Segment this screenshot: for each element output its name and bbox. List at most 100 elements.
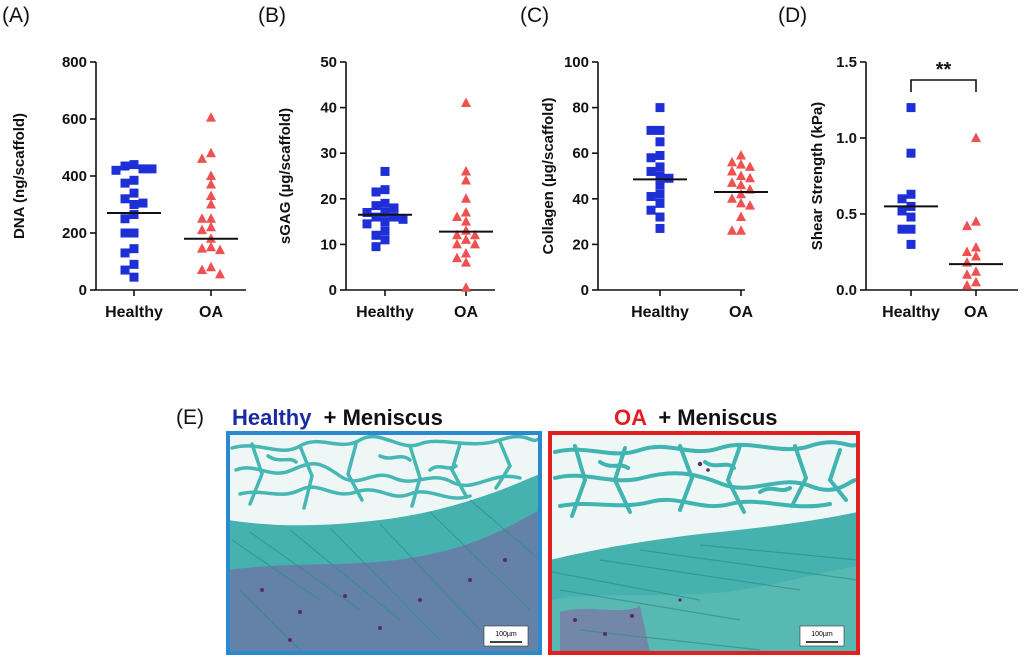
data-point-healthy [380,207,390,217]
data-point-healthy [646,153,656,163]
chart-panel-a: (A) 0 200 400 600 800 DNA (ng/scaffold) Healthy… [2,4,246,321]
chart-panel-d: (D) 0.0 0.5 1.0 1.5 Shear Strength (kPa) Healt… [778,4,1018,321]
data-point-oa [971,251,981,261]
panel-letter-c: (C) [520,4,549,27]
x-category-label: Healthy [105,304,163,321]
data-point-healthy [655,189,665,199]
series-oa [727,149,755,235]
data-point-healthy [120,228,130,238]
data-point-oa [197,213,207,223]
data-point-healthy [362,219,372,229]
data-point-oa [962,220,972,231]
data-point-healthy [129,209,139,219]
panel-letter-d: (D) [778,4,807,27]
data-point-oa [727,177,737,187]
data-point-oa [461,165,471,176]
data-point-oa [971,132,981,142]
y-tick-label: 10 [320,236,337,253]
data-point-healthy [120,161,130,171]
y-tick-label: 60 [572,145,589,162]
series-oa [452,97,480,292]
data-point-oa [461,193,471,203]
histology-title-rest-healthy: + Meniscus [324,405,443,430]
chart-panel-b: (B) 0 10 20 30 40 50 sGAG (µg/scaffold) Healthy O… [258,4,495,321]
data-point-healthy [389,203,399,213]
data-point-oa [736,197,746,208]
data-point-healthy [897,206,907,216]
data-point-oa [971,266,981,276]
data-point-oa [206,112,216,122]
data-point-oa [736,179,746,190]
histology-panel: (E) Healthy + Meniscus OA + Meniscus [176,405,860,655]
data-point-healthy [906,224,916,234]
series-healthy [646,103,674,233]
data-point-healthy [380,185,390,195]
data-point-oa [197,243,207,253]
data-point-healthy [129,228,139,238]
y-tick-label: 20 [320,191,337,208]
data-point-oa [206,241,216,252]
micrograph-healthy: 100µm [228,433,540,653]
data-point-healthy [655,212,665,222]
data-point-oa [461,248,471,258]
y-axis-label: DNA (ng/scaffold) [11,113,28,239]
data-point-healthy [371,187,381,197]
data-point-oa [206,179,216,189]
data-point-healthy [371,242,381,252]
data-point-healthy [129,175,139,185]
data-point-oa [197,264,207,275]
y-tick-label: 0.0 [836,282,857,299]
data-point-healthy [120,178,130,188]
data-point-healthy [380,166,390,176]
data-point-healthy [897,194,907,204]
data-point-oa [727,156,737,167]
data-point-oa [461,97,471,108]
data-point-oa [206,199,216,209]
data-point-healthy [906,212,916,222]
data-point-oa [971,241,981,252]
data-point-healthy [646,125,656,135]
y-tick-label: 80 [572,100,589,117]
series-healthy [897,103,916,249]
x-category-label: OA [454,304,478,321]
data-point-healthy [129,160,139,170]
data-point-oa [206,213,216,223]
histology-title-group-oa: OA [614,405,647,430]
x-category-label: Healthy [356,304,414,321]
histology-title-oa: OA + Meniscus [614,405,778,430]
frame-oa [548,431,860,655]
data-point-oa [206,261,216,272]
y-tick-label: 1.5 [836,54,857,71]
data-point-oa [461,175,471,185]
data-point-oa [452,229,462,240]
y-tick-label: 0 [581,282,589,299]
data-point-healthy [129,259,139,269]
series-oa [197,112,225,279]
loose-tissue-network-oa [553,440,858,518]
y-tick-label: 0 [79,282,87,299]
data-point-oa [461,206,471,217]
data-point-oa [461,282,471,292]
panel-letter-b: (B) [258,4,286,27]
y-tick-label: 50 [320,54,337,71]
x-category-label: Healthy [631,304,689,321]
data-point-oa [461,225,471,235]
data-point-healthy [906,148,916,158]
frame-healthy [226,431,542,655]
data-point-healthy [906,189,916,199]
data-point-oa [736,170,746,180]
data-point-healthy [120,194,130,204]
y-tick-label: 400 [62,168,87,185]
series-healthy [111,160,157,282]
data-point-healthy [120,248,130,258]
data-point-healthy [906,239,916,249]
data-point-healthy [655,150,665,160]
micrograph-oa: 100µm [550,433,858,653]
data-point-healthy [147,164,157,174]
data-point-oa [962,246,972,256]
data-point-healthy [398,214,408,224]
data-point-oa [461,216,471,226]
data-point-healthy [655,223,665,233]
data-point-oa [197,153,207,163]
